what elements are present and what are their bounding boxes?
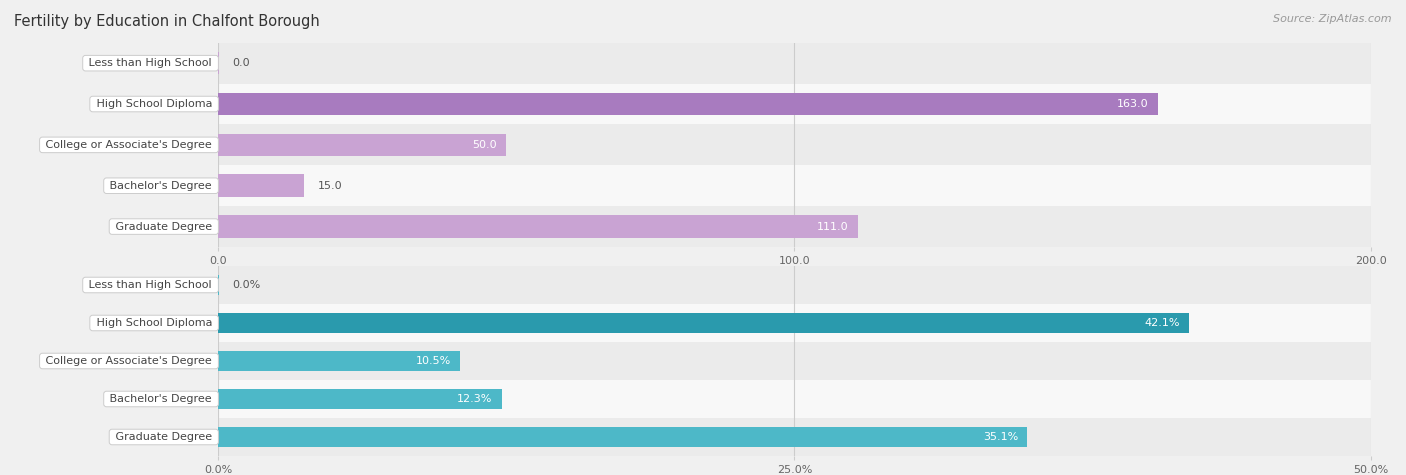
Text: Less than High School: Less than High School: [86, 58, 215, 68]
Bar: [218, 313, 1188, 333]
Text: Less than High School: Less than High School: [86, 280, 215, 290]
Text: 35.1%: 35.1%: [983, 432, 1018, 442]
Bar: [218, 427, 1028, 447]
Text: 111.0: 111.0: [817, 221, 849, 232]
Bar: [218, 124, 1371, 165]
Bar: [218, 351, 460, 371]
Text: 15.0: 15.0: [318, 180, 343, 191]
Bar: [218, 342, 1371, 380]
Text: 0.0%: 0.0%: [232, 280, 260, 290]
Text: Bachelor's Degree: Bachelor's Degree: [107, 394, 215, 404]
Text: Graduate Degree: Graduate Degree: [112, 432, 215, 442]
Bar: [218, 206, 1371, 247]
Text: Graduate Degree: Graduate Degree: [112, 221, 215, 232]
Bar: [218, 174, 304, 197]
Text: College or Associate's Degree: College or Associate's Degree: [42, 140, 215, 150]
Text: 42.1%: 42.1%: [1144, 318, 1180, 328]
Bar: [218, 380, 1371, 418]
Text: 0.0: 0.0: [232, 58, 249, 68]
Bar: [218, 84, 1371, 124]
Bar: [218, 133, 506, 156]
Text: 163.0: 163.0: [1116, 99, 1149, 109]
Text: 12.3%: 12.3%: [457, 394, 492, 404]
Bar: [218, 389, 502, 409]
Text: 10.5%: 10.5%: [416, 356, 451, 366]
Bar: [218, 418, 1371, 456]
Text: 50.0: 50.0: [472, 140, 496, 150]
Bar: [218, 165, 1371, 206]
Text: Fertility by Education in Chalfont Borough: Fertility by Education in Chalfont Borou…: [14, 14, 319, 29]
Text: Source: ZipAtlas.com: Source: ZipAtlas.com: [1274, 14, 1392, 24]
Bar: [218, 93, 1157, 115]
Text: College or Associate's Degree: College or Associate's Degree: [42, 356, 215, 366]
Bar: [218, 43, 1371, 84]
Bar: [218, 266, 1371, 304]
Text: High School Diploma: High School Diploma: [93, 99, 215, 109]
Text: Bachelor's Degree: Bachelor's Degree: [107, 180, 215, 191]
Text: High School Diploma: High School Diploma: [93, 318, 215, 328]
Bar: [218, 304, 1371, 342]
Bar: [218, 215, 858, 238]
